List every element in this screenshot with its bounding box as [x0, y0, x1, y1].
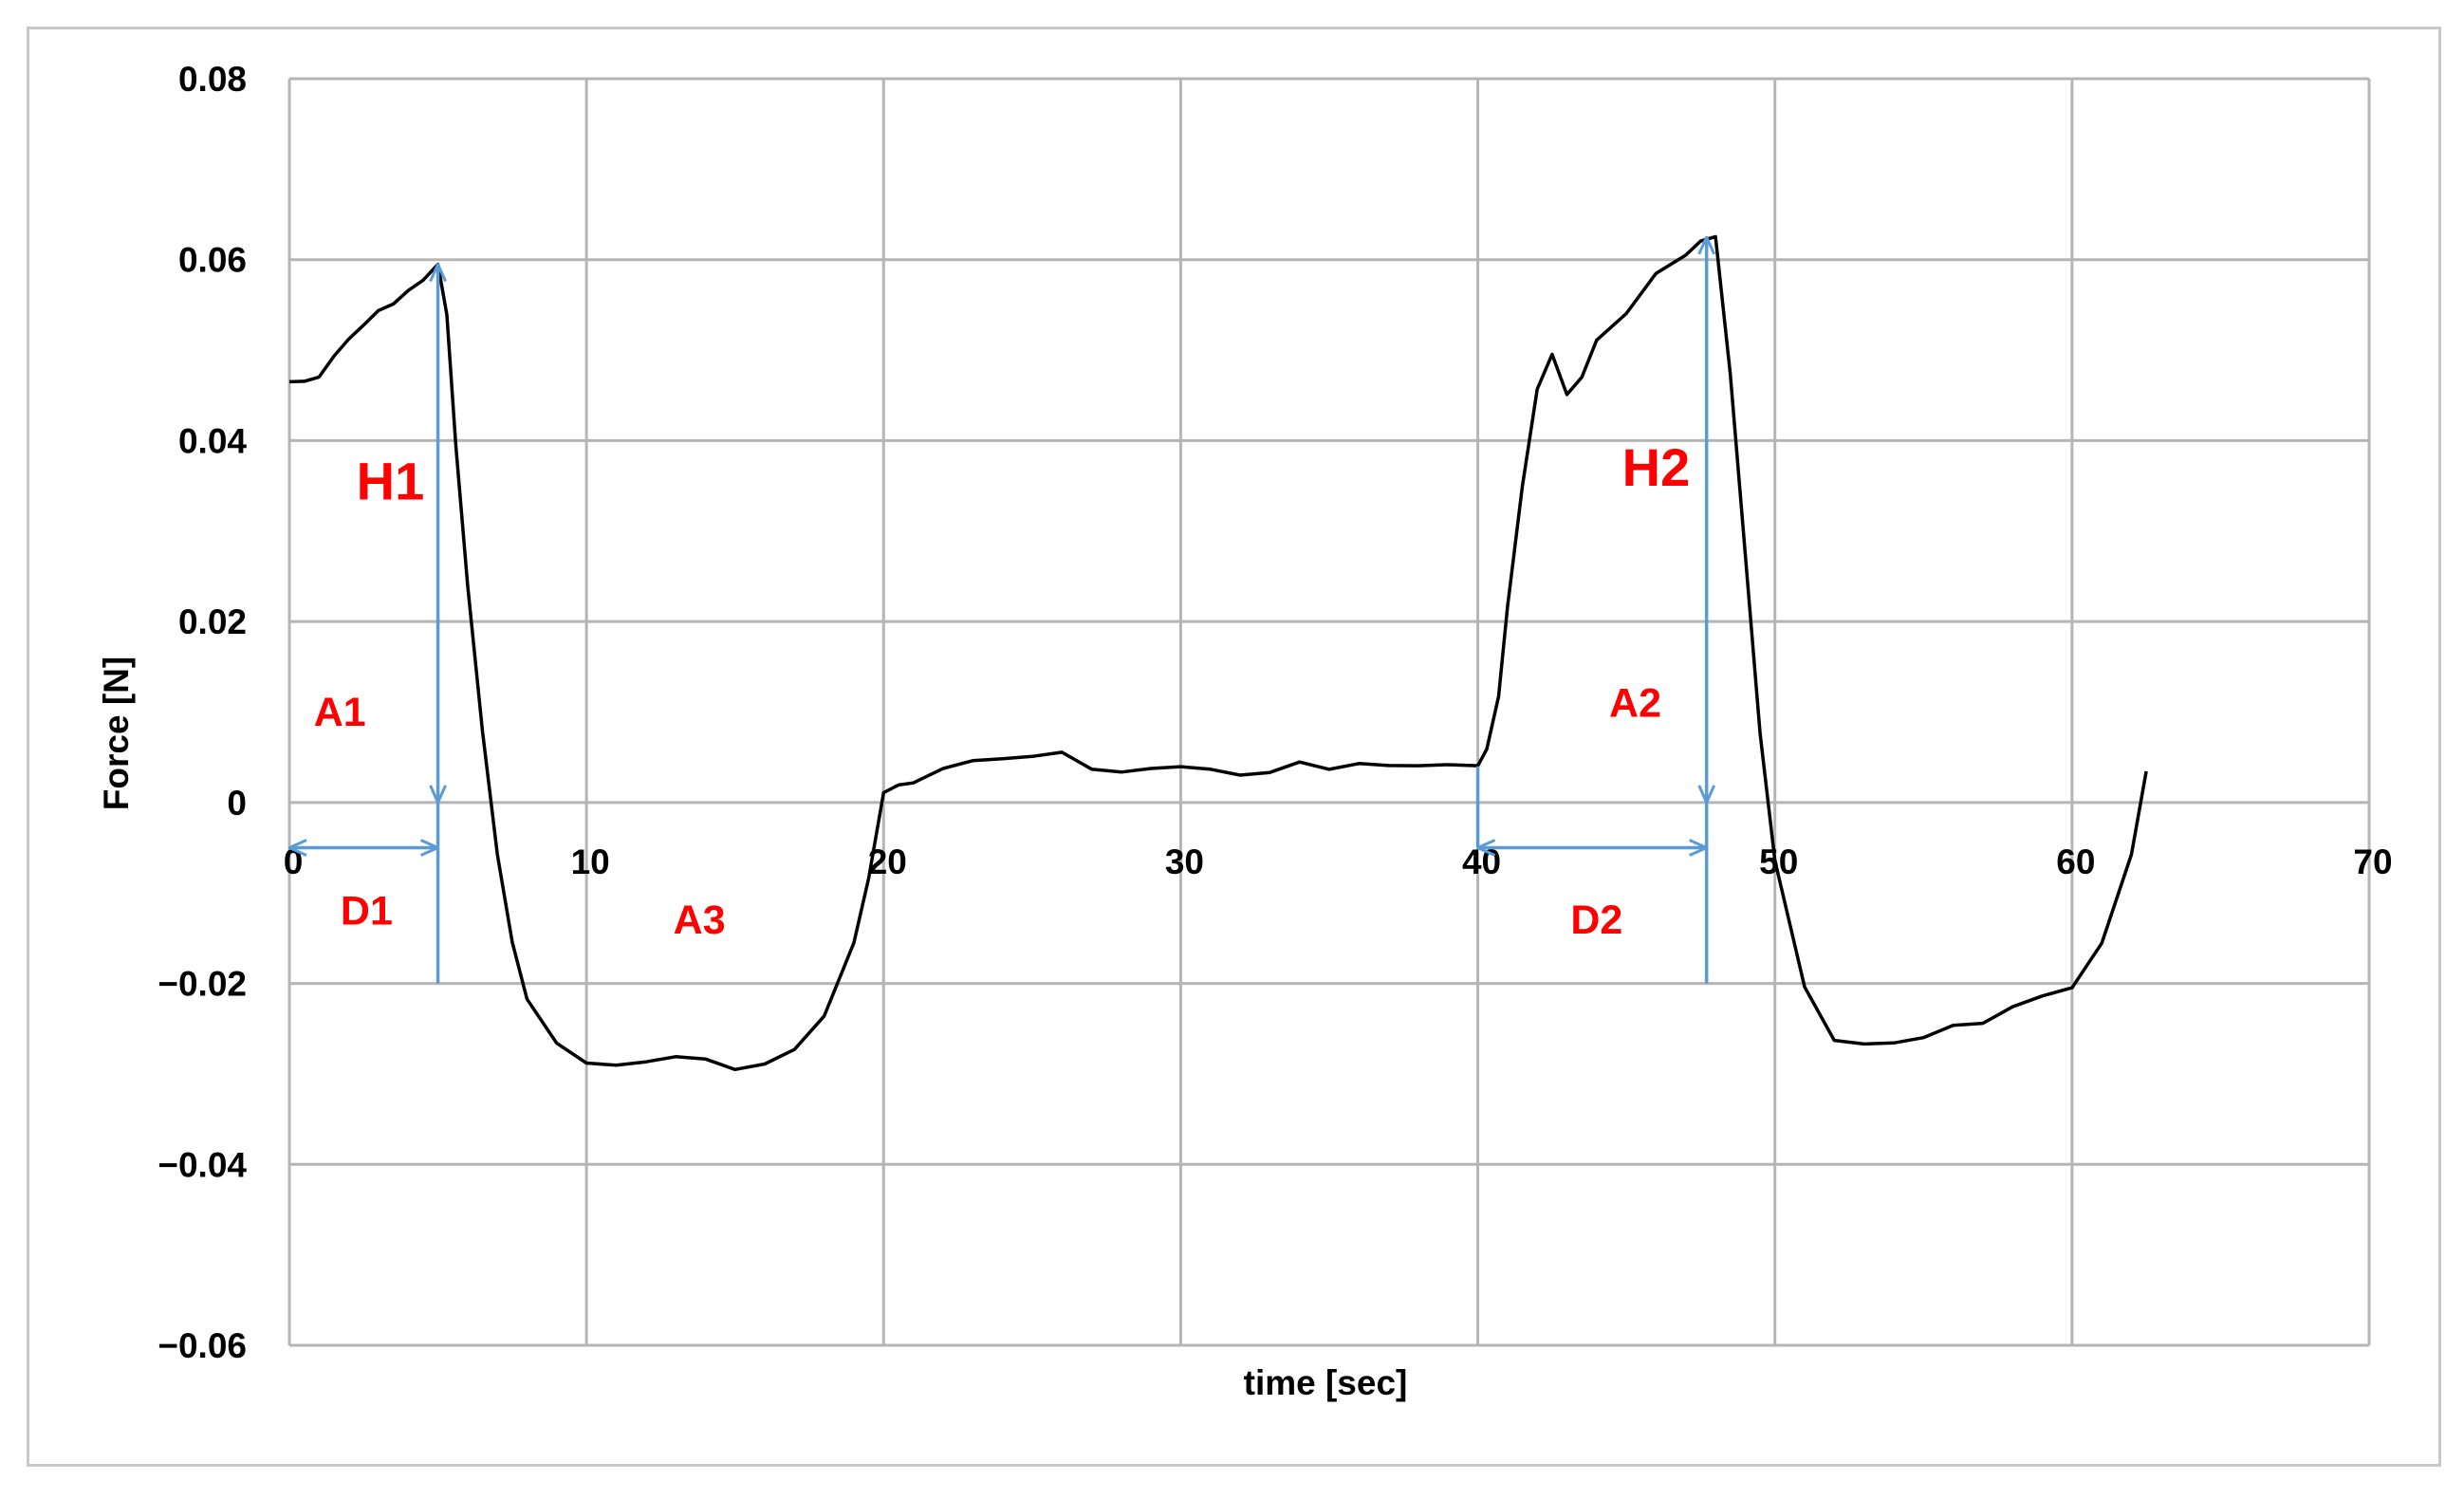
- annotation-a1: A1: [314, 690, 366, 735]
- annotation-d2: D2: [1570, 898, 1622, 943]
- y-tick-label: −0.04: [157, 1145, 247, 1184]
- force-trace: [288, 234, 2148, 1072]
- x-tick-label: 60: [2056, 842, 2095, 881]
- y-tick-label: 0.04: [178, 421, 247, 460]
- annotation-h1: H1: [357, 451, 425, 510]
- annotations: H1 A1 D1 A3 H2 A2 D2: [314, 437, 1691, 943]
- x-tick-label: 30: [1165, 842, 1204, 881]
- y-tick-label: 0.08: [178, 60, 247, 99]
- y-tick-label: −0.06: [157, 1326, 247, 1365]
- annotation-h2: H2: [1622, 437, 1691, 497]
- y-tick-label: 0.06: [178, 241, 247, 280]
- x-tick-label: 70: [2353, 842, 2392, 881]
- measurement-arrows: [289, 237, 1707, 984]
- grid: [287, 77, 2371, 1347]
- y-tick-label: 0.02: [178, 602, 247, 641]
- tick-labels: 0 10 20 30 40 50 60 700.080.060.040.020−0.02−0.…: [157, 60, 2392, 1365]
- y-tick-label: 0: [227, 784, 247, 823]
- y-axis-title: Force [N]: [97, 657, 136, 810]
- annotation-d1: D1: [341, 889, 393, 935]
- y-tick-label: −0.02: [157, 965, 247, 1004]
- series-line: [288, 234, 2148, 1072]
- chart-frame: [27, 27, 2441, 1467]
- x-axis-title: time [sec]: [1244, 1363, 1408, 1402]
- annotation-a3: A3: [674, 898, 726, 943]
- annotation-a2: A2: [1609, 680, 1661, 726]
- x-tick-label: 10: [571, 842, 610, 881]
